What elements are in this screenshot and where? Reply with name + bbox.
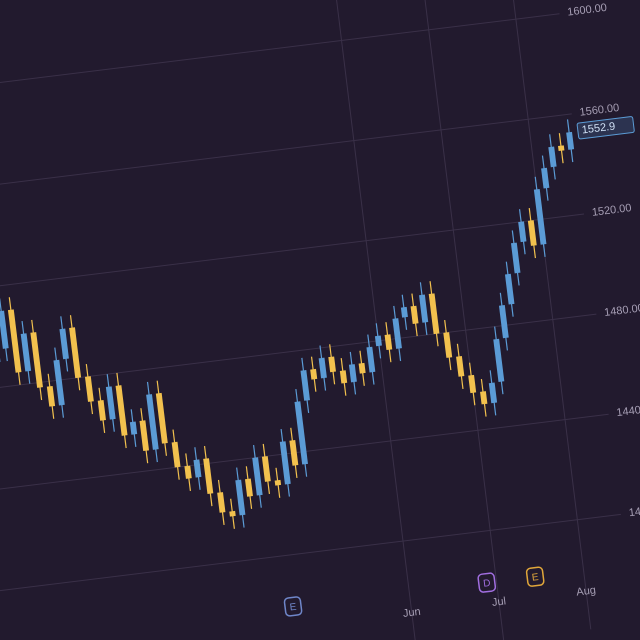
- grid-line: [0, 213, 585, 295]
- candle-body: [84, 376, 94, 402]
- candle-body: [97, 400, 106, 421]
- event-marker: [477, 572, 497, 593]
- candle-body: [318, 357, 327, 379]
- candle-body: [488, 382, 498, 404]
- candle-body: [294, 401, 308, 465]
- candle-body: [59, 328, 69, 360]
- candle-body: [279, 441, 291, 485]
- x-tick-label: Jul: [491, 595, 506, 609]
- candle-body: [566, 131, 575, 150]
- candle-body: [518, 221, 527, 243]
- candle-body: [193, 459, 202, 478]
- candle-body: [527, 220, 537, 246]
- y-tick-label: 1520.00: [591, 202, 632, 219]
- candle-body: [384, 334, 393, 351]
- candle-body: [498, 305, 509, 339]
- candle-body: [300, 370, 310, 401]
- candle-body: [274, 479, 282, 486]
- candle-body: [392, 318, 402, 349]
- candle-body: [235, 479, 246, 516]
- candle-body: [20, 333, 32, 372]
- candle-body: [541, 167, 550, 189]
- candle-body: [339, 370, 348, 384]
- candle-body: [328, 356, 336, 373]
- candle-body: [510, 242, 521, 274]
- candle-body: [30, 332, 43, 388]
- candle-body: [548, 146, 557, 168]
- grid-line: [0, 313, 597, 395]
- candle-body: [139, 420, 150, 452]
- event-label: D: [483, 578, 492, 590]
- grid-line: [0, 513, 621, 595]
- x-tick-label: Aug: [576, 584, 597, 598]
- x-tick-label: Jun: [402, 606, 421, 620]
- candle-body: [443, 332, 453, 358]
- price-tag-label: 1552.9: [581, 121, 616, 137]
- candle-body: [146, 394, 159, 450]
- y-tick-label: 1560.00: [579, 102, 620, 119]
- y-tick-label: 1480.00: [604, 302, 640, 319]
- candle-body: [348, 364, 357, 383]
- candle-body: [7, 309, 22, 373]
- grid-line-vertical: [500, 0, 592, 630]
- candle-body: [410, 305, 419, 324]
- grid-line: [0, 113, 572, 195]
- event-marker: [525, 566, 545, 587]
- y-tick-label: 1440.00: [616, 402, 640, 419]
- grid-line: [0, 13, 560, 95]
- candle-body: [428, 293, 440, 335]
- candle-body: [0, 310, 9, 349]
- candle-body: [504, 273, 515, 305]
- candle-body: [400, 306, 408, 318]
- candle-body: [533, 188, 547, 245]
- candle-body: [252, 457, 263, 496]
- candle-body: [229, 510, 236, 517]
- event-label: E: [531, 572, 539, 584]
- event-marker: [283, 596, 303, 617]
- candle-body: [261, 456, 271, 482]
- candle-body: [493, 338, 505, 383]
- candle-body: [366, 346, 376, 373]
- candle-body: [358, 362, 366, 374]
- y-tick-label: 1400.00: [628, 502, 640, 519]
- candle-body: [480, 391, 488, 405]
- y-tick-label: 1600.00: [567, 2, 608, 19]
- candle-body: [310, 368, 318, 380]
- candle-body: [115, 385, 128, 436]
- candle-body: [105, 386, 116, 420]
- candle-body: [46, 385, 56, 407]
- candle-body: [53, 359, 65, 406]
- price-tag: [576, 116, 635, 140]
- candle-body: [203, 458, 214, 494]
- candle-body: [558, 145, 565, 152]
- candle-body: [244, 478, 253, 497]
- candle-body: [171, 441, 181, 468]
- grid-line-vertical: [325, 0, 417, 640]
- candle-body: [184, 465, 192, 479]
- candle-body: [468, 374, 477, 394]
- candle-body: [129, 421, 138, 435]
- candle-body: [419, 294, 429, 323]
- event-label: E: [289, 602, 297, 614]
- candle-body: [155, 392, 168, 444]
- candle-body: [374, 335, 382, 347]
- grid-line-vertical: [412, 0, 505, 640]
- candle-body: [456, 356, 465, 377]
- candle-body: [217, 492, 226, 513]
- candle-body: [69, 327, 82, 379]
- candle-body: [289, 440, 299, 466]
